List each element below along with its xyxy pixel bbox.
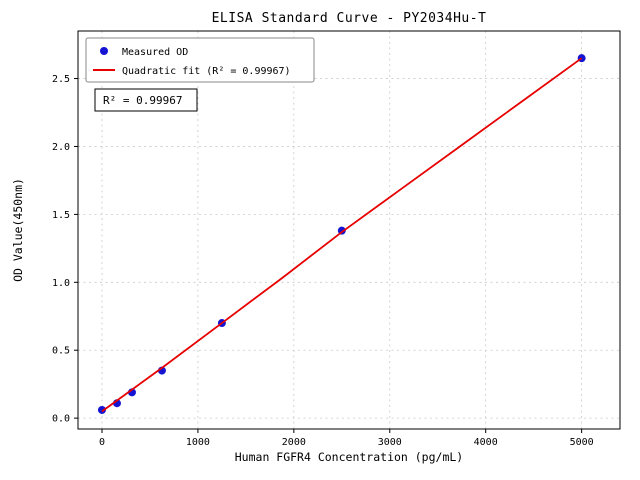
x-axis-label: Human FGFR4 Concentration (pg/mL) bbox=[235, 450, 463, 464]
legend-marker-measured-od bbox=[100, 47, 108, 55]
annotation-box bbox=[94, 88, 198, 112]
y-tick-label: 2.5 bbox=[52, 74, 70, 85]
fit-line bbox=[101, 57, 583, 413]
y-tick-label: 1.5 bbox=[52, 210, 70, 221]
y-tick-label: 0.0 bbox=[52, 414, 70, 425]
chart-title: ELISA Standard Curve - PY2034Hu-T bbox=[212, 11, 487, 26]
x-tick-label: 0 bbox=[99, 437, 105, 448]
x-tick-label: 5000 bbox=[570, 437, 594, 448]
x-tick-label: 2000 bbox=[282, 437, 306, 448]
y-tick-label: 2.0 bbox=[52, 142, 70, 153]
r-squared-annotation: R² = 0.99967 bbox=[94, 88, 198, 112]
grid-layer bbox=[78, 31, 620, 429]
legend-label-measured-od: Measured OD bbox=[122, 47, 188, 58]
axes-layer: 0 1000 2000 3000 4000 5000 0.0 0.5 1.0 1.5 2.0 2.5 bbox=[52, 74, 594, 448]
annotation-text: R² = 0.99967 bbox=[103, 94, 182, 107]
plot-frame bbox=[77, 30, 621, 430]
y-tick-label: 1.0 bbox=[52, 278, 70, 289]
y-axis-label: OD Value(450nm) bbox=[11, 178, 25, 282]
legend-label-quadratic-fit: Quadratic fit (R² = 0.99967) bbox=[122, 66, 291, 77]
x-tick-label: 4000 bbox=[474, 437, 498, 448]
x-tick-label: 1000 bbox=[186, 437, 210, 448]
data-layer bbox=[97, 54, 586, 414]
legend: Measured OD Quadratic fit (R² = 0.99967) bbox=[85, 37, 315, 83]
data-point bbox=[97, 405, 106, 414]
legend-box bbox=[85, 37, 315, 83]
y-tick-label: 0.5 bbox=[52, 346, 70, 357]
x-tick-label: 3000 bbox=[378, 437, 402, 448]
